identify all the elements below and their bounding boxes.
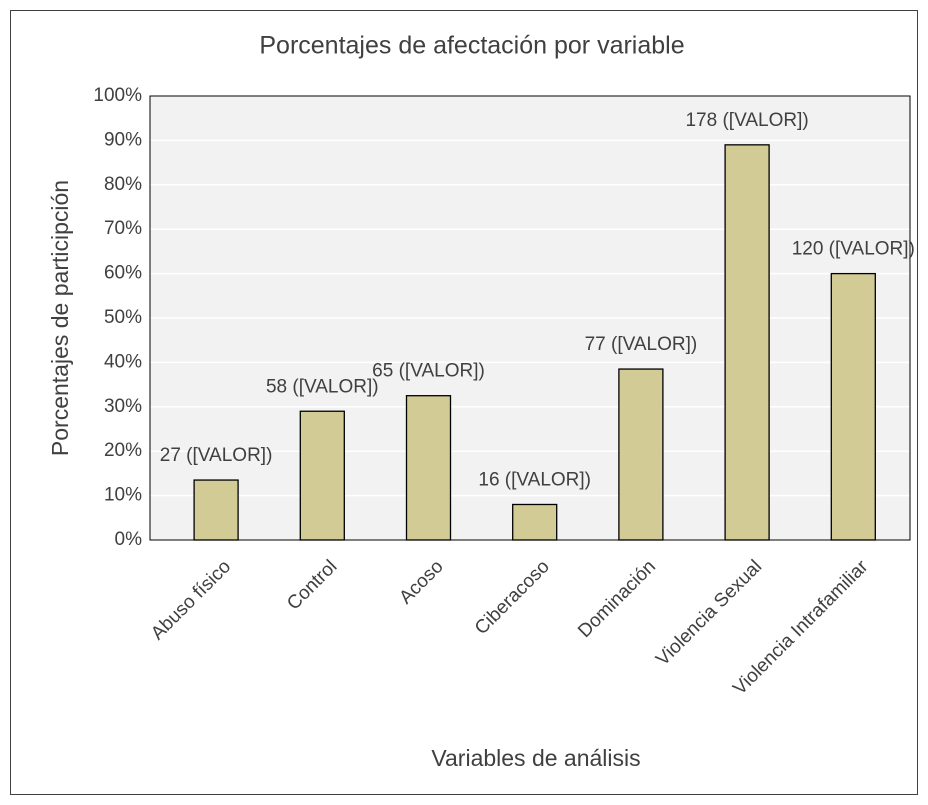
y-tick-label: 60% [104, 263, 142, 284]
data-label: 65 ([VALOR]) [372, 361, 485, 382]
y-tick-label: 90% [104, 129, 142, 150]
bar [193, 479, 239, 541]
y-tick-label: 50% [104, 307, 142, 328]
bar [512, 503, 558, 541]
data-label: 178 ([VALOR]) [685, 110, 808, 131]
y-tick-label: 0% [115, 529, 143, 550]
data-label: 120 ([VALOR]) [792, 239, 915, 260]
y-tick-label: 30% [104, 396, 142, 417]
y-axis-label: Porcentajes de participción [47, 180, 73, 456]
bar [724, 144, 770, 541]
bar [405, 395, 452, 541]
bar [618, 368, 664, 541]
y-tick-label: 70% [104, 218, 142, 239]
data-label: 16 ([VALOR]) [478, 469, 591, 490]
y-tick-label: 20% [104, 440, 142, 461]
data-label: 27 ([VALOR]) [160, 445, 273, 466]
x-axis-label: Variables de análisis [431, 745, 640, 771]
y-tick-label: 100% [93, 85, 142, 106]
bar [830, 272, 876, 541]
y-tick-label: 80% [104, 174, 142, 195]
data-label: 58 ([VALOR]) [266, 376, 379, 397]
y-tick-label: 40% [104, 351, 142, 372]
data-label: 77 ([VALOR]) [585, 334, 698, 355]
chart-title: Porcentajes de afectación por variable [259, 32, 684, 60]
y-tick-label: 10% [104, 485, 142, 506]
bar [299, 410, 345, 541]
